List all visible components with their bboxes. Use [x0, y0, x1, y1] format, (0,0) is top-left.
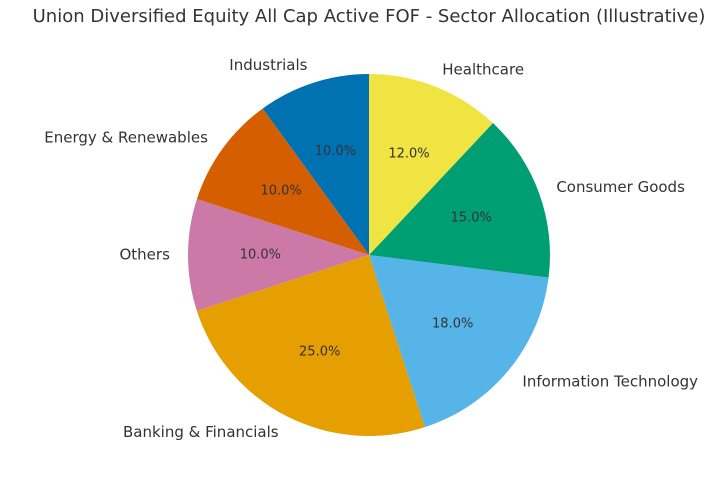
pie-slice-information-technology: [369, 255, 549, 428]
pie-slice-others: [188, 199, 369, 311]
pie-slice-consumer-goods: [369, 123, 550, 278]
percent-label-information-technology: 18.0%: [432, 317, 473, 332]
pie-slice-healthcare: [369, 74, 493, 255]
chart-title: Union Diversified Equity All Cap Active …: [33, 6, 706, 27]
category-label-industrials: Industrials: [229, 56, 307, 74]
percent-label-others: 10.0%: [240, 248, 281, 263]
percent-label-healthcare: 12.0%: [388, 147, 429, 162]
pie-slice-industrials: [262, 74, 369, 255]
category-labels: Industrials Energy & Renewables Others Bank…: [44, 56, 698, 441]
category-label-others: Others: [119, 246, 170, 264]
category-label-healthcare: Healthcare: [442, 60, 524, 78]
percent-label-consumer-goods: 15.0%: [451, 211, 492, 226]
percent-label-banking-and-financials: 25.0%: [299, 344, 340, 359]
pie-slices: [188, 74, 550, 437]
category-label-information-technology: Information Technology: [522, 372, 698, 390]
pie-slice-energy-and-renewables: [196, 108, 369, 255]
category-label-consumer-goods: Consumer Goods: [556, 178, 685, 196]
pie-slice-banking-and-financials: [196, 255, 425, 437]
percent-labels: 10.0% 10.0% 10.0% 25.0% 18.0% 15.0% 12.0%: [240, 144, 492, 359]
percent-label-energy-and-renewables: 10.0%: [260, 184, 301, 199]
category-label-energy-and-renewables: Energy & Renewables: [44, 128, 208, 146]
percent-label-industrials: 10.0%: [315, 144, 356, 159]
category-label-banking-and-financials: Banking & Financials: [123, 423, 279, 441]
